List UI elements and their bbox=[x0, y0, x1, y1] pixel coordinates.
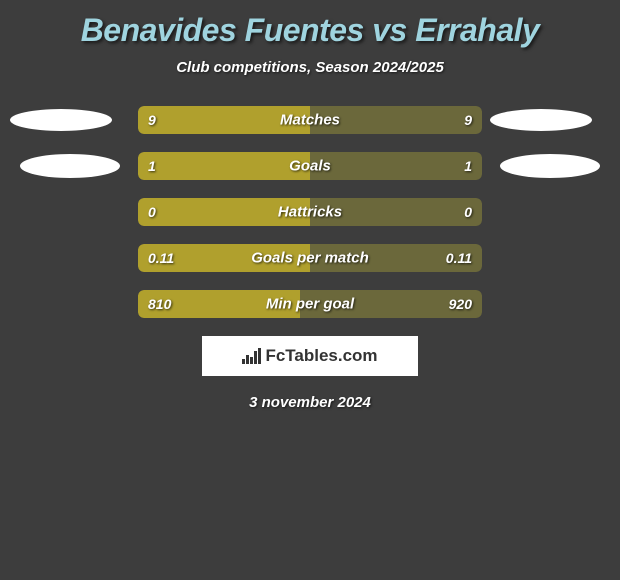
stat-row: Matches 9 9 bbox=[0, 106, 620, 134]
player-left-marker bbox=[20, 154, 120, 178]
stat-value-right: 9 bbox=[464, 112, 472, 128]
stat-label: Goals bbox=[289, 158, 331, 175]
bar-right-fill bbox=[310, 152, 482, 180]
brand-label: FcTables.com bbox=[242, 346, 377, 366]
stat-label: Goals per match bbox=[251, 250, 369, 267]
stat-bar: Goals 1 1 bbox=[138, 152, 482, 180]
stat-value-left: 1 bbox=[148, 158, 156, 174]
stat-value-left: 9 bbox=[148, 112, 156, 128]
stat-value-left: 0 bbox=[148, 204, 156, 220]
stat-bar: Goals per match 0.11 0.11 bbox=[138, 244, 482, 272]
brand-box: FcTables.com bbox=[202, 336, 418, 376]
stat-bar: Hattricks 0 0 bbox=[138, 198, 482, 226]
stat-label: Hattricks bbox=[278, 204, 342, 221]
stat-value-left: 810 bbox=[148, 296, 171, 312]
bar-left-fill bbox=[138, 152, 310, 180]
stat-value-left: 0.11 bbox=[148, 250, 174, 266]
stat-row: Hattricks 0 0 bbox=[0, 198, 620, 226]
stat-row: Min per goal 810 920 bbox=[0, 290, 620, 318]
subtitle: Club competitions, Season 2024/2025 bbox=[0, 59, 620, 76]
stat-row: Goals per match 0.11 0.11 bbox=[0, 244, 620, 272]
player-left-marker bbox=[10, 109, 112, 131]
comparison-chart: Matches 9 9 Goals 1 1 Hattricks 0 0 Goals per mat… bbox=[0, 106, 620, 318]
stat-label: Matches bbox=[280, 112, 340, 129]
brand-text: FcTables.com bbox=[265, 346, 377, 366]
bars-chart-icon bbox=[242, 348, 261, 364]
page-title: Benavides Fuentes vs Errahaly bbox=[0, 0, 620, 49]
stat-value-right: 0.11 bbox=[446, 250, 472, 266]
stat-row: Goals 1 1 bbox=[0, 152, 620, 180]
stat-bar: Min per goal 810 920 bbox=[138, 290, 482, 318]
stat-bar: Matches 9 9 bbox=[138, 106, 482, 134]
stat-value-right: 920 bbox=[449, 296, 472, 312]
date-label: 3 november 2024 bbox=[0, 394, 620, 411]
stat-value-right: 1 bbox=[464, 158, 472, 174]
stat-value-right: 0 bbox=[464, 204, 472, 220]
player-right-marker bbox=[490, 109, 592, 131]
player-right-marker bbox=[500, 154, 600, 178]
stat-label: Min per goal bbox=[266, 296, 354, 313]
